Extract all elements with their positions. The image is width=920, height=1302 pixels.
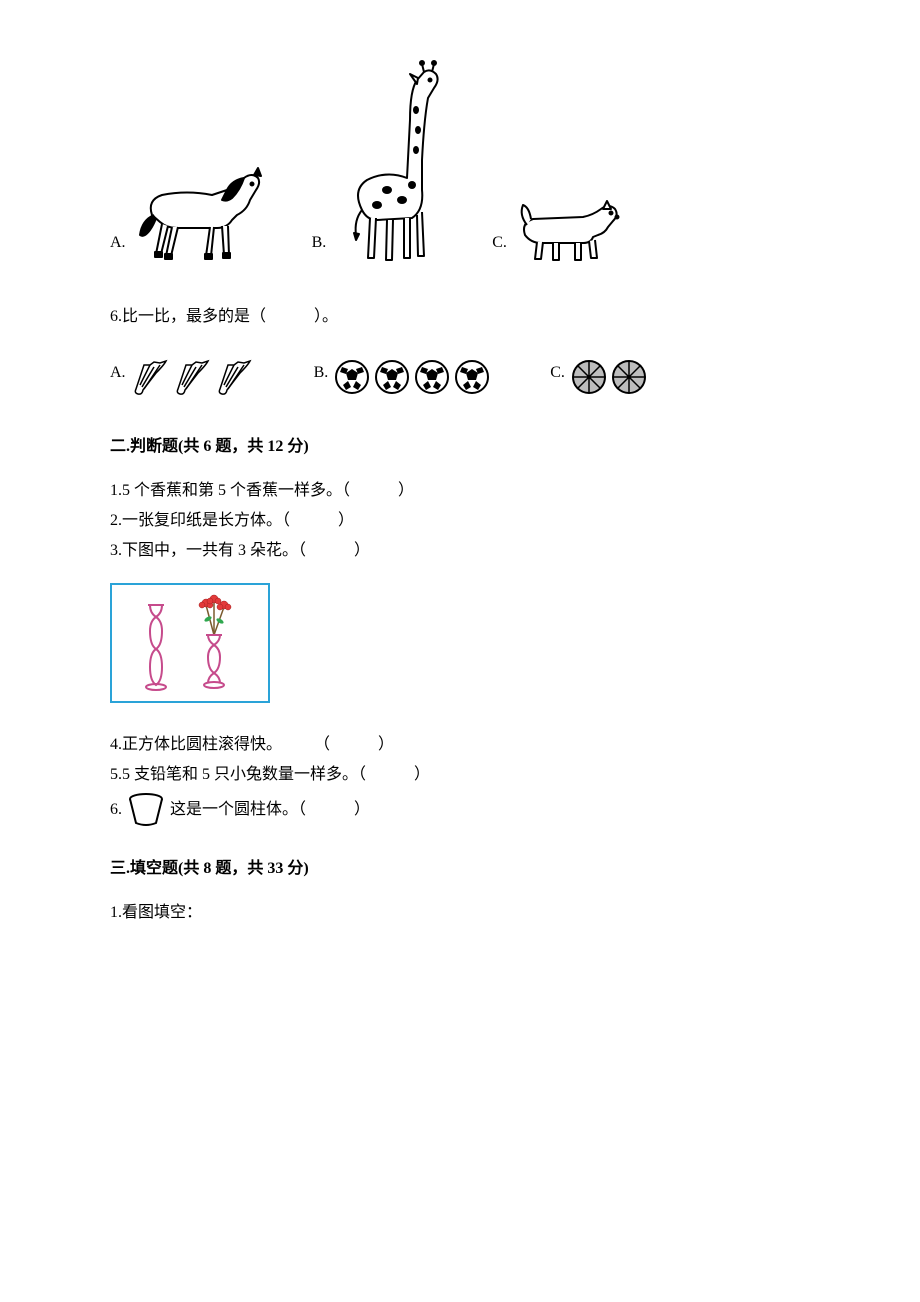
basketball-group [571, 359, 647, 395]
cup-icon [126, 793, 166, 827]
section3-title: 三.填空题(共 8 题，共 33 分) [110, 857, 810, 881]
s3-item-1: 1.看图填空： [110, 901, 810, 925]
shuttlecock-icon [174, 359, 212, 395]
s2-item-4: 4.正方体比圆柱滚得快。 （ ） [110, 733, 810, 757]
shuttlecock-group [132, 359, 254, 395]
soccer-icon [334, 359, 370, 395]
s2-item-3: 3.下图中，一共有 3 朵花。（ ） [110, 539, 810, 563]
q6-option-row: A. B. C. [110, 359, 810, 395]
s2-item-6-pre: 6. [110, 798, 122, 822]
q5-option-c: C. [492, 195, 628, 265]
q6-prompt: 6.比一比，最多的是（ ）。 [110, 305, 810, 329]
basketball-icon [611, 359, 647, 395]
worksheet-page: A. [0, 0, 920, 1302]
giraffe-icon [332, 60, 452, 265]
q6-option-a-label: A. [110, 361, 126, 385]
vase-figure [110, 583, 270, 703]
section2-title: 二.判断题(共 6 题，共 12 分) [110, 435, 810, 459]
dog-icon [513, 195, 628, 265]
q6-option-c-label: C. [550, 361, 565, 385]
q6-option-c: C. [550, 359, 647, 395]
shuttlecock-icon [216, 359, 254, 395]
soccer-group [334, 359, 490, 395]
soccer-icon [454, 359, 490, 395]
q5-option-a: A. [110, 160, 272, 265]
q5-option-row: A. [110, 60, 810, 265]
q5-option-b-label: B. [312, 231, 327, 255]
q5-option-b: B. [312, 60, 453, 265]
q6-option-b: B. [314, 359, 491, 395]
q6-option-a: A. [110, 359, 254, 395]
empty-vase-icon [136, 601, 176, 691]
soccer-icon [414, 359, 450, 395]
q5-option-c-label: C. [492, 231, 507, 255]
s2-item-1: 1.5 个香蕉和第 5 个香蕉一样多。（ ） [110, 479, 810, 503]
basketball-icon [571, 359, 607, 395]
horse-icon [132, 160, 272, 265]
s2-item-6: 6. 这是一个圆柱体。（ ） [110, 793, 810, 827]
s2-item-6-post: 这是一个圆柱体。（ ） [170, 798, 370, 822]
s2-item-2: 2.一张复印纸是长方体。（ ） [110, 509, 810, 533]
q5-option-a-label: A. [110, 231, 126, 255]
flower-vase-icon [184, 591, 244, 691]
soccer-icon [374, 359, 410, 395]
shuttlecock-icon [132, 359, 170, 395]
q6-option-b-label: B. [314, 361, 329, 385]
s2-item-5: 5.5 支铅笔和 5 只小兔数量一样多。（ ） [110, 763, 810, 787]
